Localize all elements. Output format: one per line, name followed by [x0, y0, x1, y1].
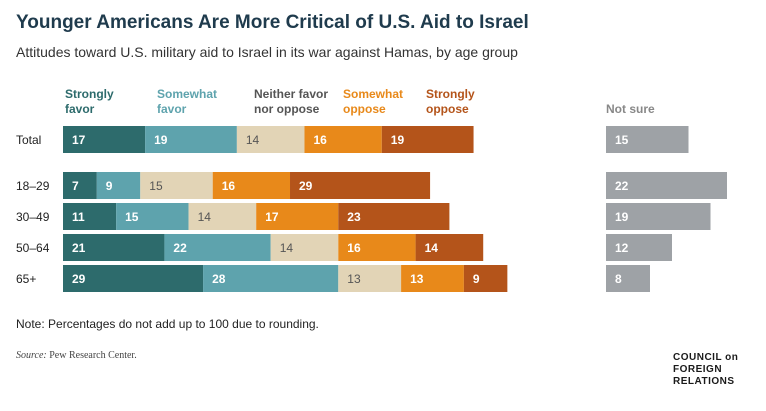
- legend-somewhat-favor-line-2: favor: [157, 102, 187, 116]
- logo-line-1: COUNCIL on: [673, 352, 739, 363]
- value-label-18-29-strongly-oppose: 29: [299, 179, 313, 193]
- bar-30-49-neither-favor-nor-oppose: [188, 203, 257, 230]
- source-line: Source: Pew Research Center.: [16, 350, 137, 361]
- row-label-total: Total: [16, 133, 41, 147]
- value-label-total-somewhat-favor: 19: [154, 133, 168, 147]
- value-label-50-64-not-sure: 12: [615, 241, 629, 255]
- legend-strongly-favor-line-1: Strongly: [65, 87, 114, 101]
- bar-18-29-somewhat-favor: [96, 172, 141, 199]
- bar-total-neither-favor-nor-oppose: [236, 126, 305, 153]
- value-label-30-49-not-sure: 19: [615, 210, 629, 224]
- bar-65-strongly-oppose: [463, 265, 508, 292]
- value-label-65-strongly-favor: 29: [72, 272, 86, 286]
- bar-65-somewhat-favor: [203, 265, 339, 292]
- source-text: Pew Research Center.: [49, 350, 137, 361]
- bar-total-strongly-oppose: [381, 126, 474, 153]
- value-label-50-64-strongly-favor: 21: [72, 241, 86, 255]
- bar-18-29-neither-favor-nor-oppose: [140, 172, 213, 199]
- bar-30-49-not-sure: [606, 203, 711, 230]
- value-label-30-49-somewhat-oppose: 17: [265, 210, 279, 224]
- bar-50-64-strongly-favor: [63, 234, 165, 261]
- row-label-50-64: 50–64: [16, 241, 50, 255]
- value-label-total-strongly-favor: 17: [72, 133, 86, 147]
- bar-50-64-somewhat-oppose: [338, 234, 416, 261]
- value-label-65-neither-favor-nor-oppose: 13: [347, 272, 361, 286]
- value-label-18-29-somewhat-favor: 9: [106, 179, 113, 193]
- row-label-30-49: 30–49: [16, 210, 50, 224]
- bar-50-64-strongly-oppose: [415, 234, 484, 261]
- legend-neither-favor-nor-oppose-line-1: Neither favor: [254, 87, 328, 101]
- value-label-total-not-sure: 15: [615, 133, 629, 147]
- value-label-65-not-sure: 8: [615, 272, 622, 286]
- row-label-65: 65+: [16, 272, 36, 286]
- row-label-18-29: 18–29: [16, 179, 50, 193]
- legend-strongly-favor-line-2: favor: [65, 102, 95, 116]
- cfr-logo: COUNCIL on FOREIGN RELATIONS: [673, 352, 738, 388]
- value-label-30-49-strongly-oppose: 23: [347, 210, 361, 224]
- legend-somewhat-oppose-line-1: Somewhat: [343, 87, 403, 101]
- bar-total-somewhat-favor: [145, 126, 237, 153]
- value-label-total-somewhat-oppose: 16: [314, 133, 328, 147]
- legend-strongly-oppose-line-2: oppose: [426, 102, 469, 116]
- value-label-18-29-neither-favor-nor-oppose: 15: [149, 179, 163, 193]
- value-label-30-49-somewhat-favor: 15: [125, 210, 139, 224]
- bar-30-49-somewhat-oppose: [256, 203, 339, 230]
- value-label-65-somewhat-favor: 28: [212, 272, 226, 286]
- legend-not-sure: Not sure: [606, 102, 655, 116]
- bar-18-29-somewhat-oppose: [212, 172, 291, 199]
- legend-somewhat-favor-line-1: Somewhat: [157, 87, 217, 101]
- bar-65-somewhat-oppose: [401, 265, 464, 292]
- value-label-18-29-somewhat-oppose: 16: [222, 179, 236, 193]
- bar-65-strongly-favor: [63, 265, 204, 292]
- bar-total-strongly-favor: [63, 126, 146, 153]
- value-label-18-29-not-sure: 22: [615, 179, 629, 193]
- value-label-50-64-neither-favor-nor-oppose: 14: [280, 241, 294, 255]
- bar-18-29-not-sure: [606, 172, 727, 199]
- logo-line-2: FOREIGN: [673, 364, 723, 375]
- bar-30-49-strongly-favor: [63, 203, 117, 230]
- value-label-30-49-strongly-favor: 11: [72, 210, 85, 224]
- bar-65-neither-favor-nor-oppose: [338, 265, 402, 292]
- bar-50-64-neither-favor-nor-oppose: [270, 234, 339, 261]
- bar-65-not-sure: [606, 265, 650, 292]
- value-label-18-29-strongly-favor: 7: [72, 179, 79, 193]
- value-label-65-somewhat-oppose: 13: [410, 272, 424, 286]
- legend-somewhat-oppose-line-2: oppose: [343, 102, 386, 116]
- bar-total-not-sure: [606, 126, 689, 153]
- value-label-30-49-neither-favor-nor-oppose: 14: [198, 210, 212, 224]
- value-label-total-neither-favor-nor-oppose: 14: [246, 133, 260, 147]
- value-label-50-64-strongly-oppose: 14: [425, 241, 439, 255]
- value-label-65-strongly-oppose: 9: [473, 272, 480, 286]
- bar-18-29-strongly-favor: [63, 172, 97, 199]
- bar-total-somewhat-oppose: [304, 126, 382, 153]
- legend-neither-favor-nor-oppose-line-2: nor oppose: [254, 102, 320, 116]
- footnote: Note: Percentages do not add up to 100 d…: [16, 317, 319, 331]
- bar-30-49-somewhat-favor: [116, 203, 189, 230]
- bar-50-64-not-sure: [606, 234, 672, 261]
- chart-subtitle: Attitudes toward U.S. military aid to Is…: [16, 44, 518, 60]
- legend-strongly-oppose-line-1: Strongly: [426, 87, 475, 101]
- bar-50-64-somewhat-favor: [164, 234, 271, 261]
- bar-18-29-strongly-oppose: [290, 172, 431, 199]
- value-label-50-64-somewhat-oppose: 16: [347, 241, 361, 255]
- bar-30-49-strongly-oppose: [338, 203, 450, 230]
- value-label-total-strongly-oppose: 19: [391, 133, 405, 147]
- source-label: Source:: [16, 350, 47, 361]
- logo-line-3: RELATIONS: [673, 376, 735, 387]
- value-label-50-64-somewhat-favor: 22: [173, 241, 187, 255]
- chart-title: Younger Americans Are More Critical of U…: [16, 12, 529, 33]
